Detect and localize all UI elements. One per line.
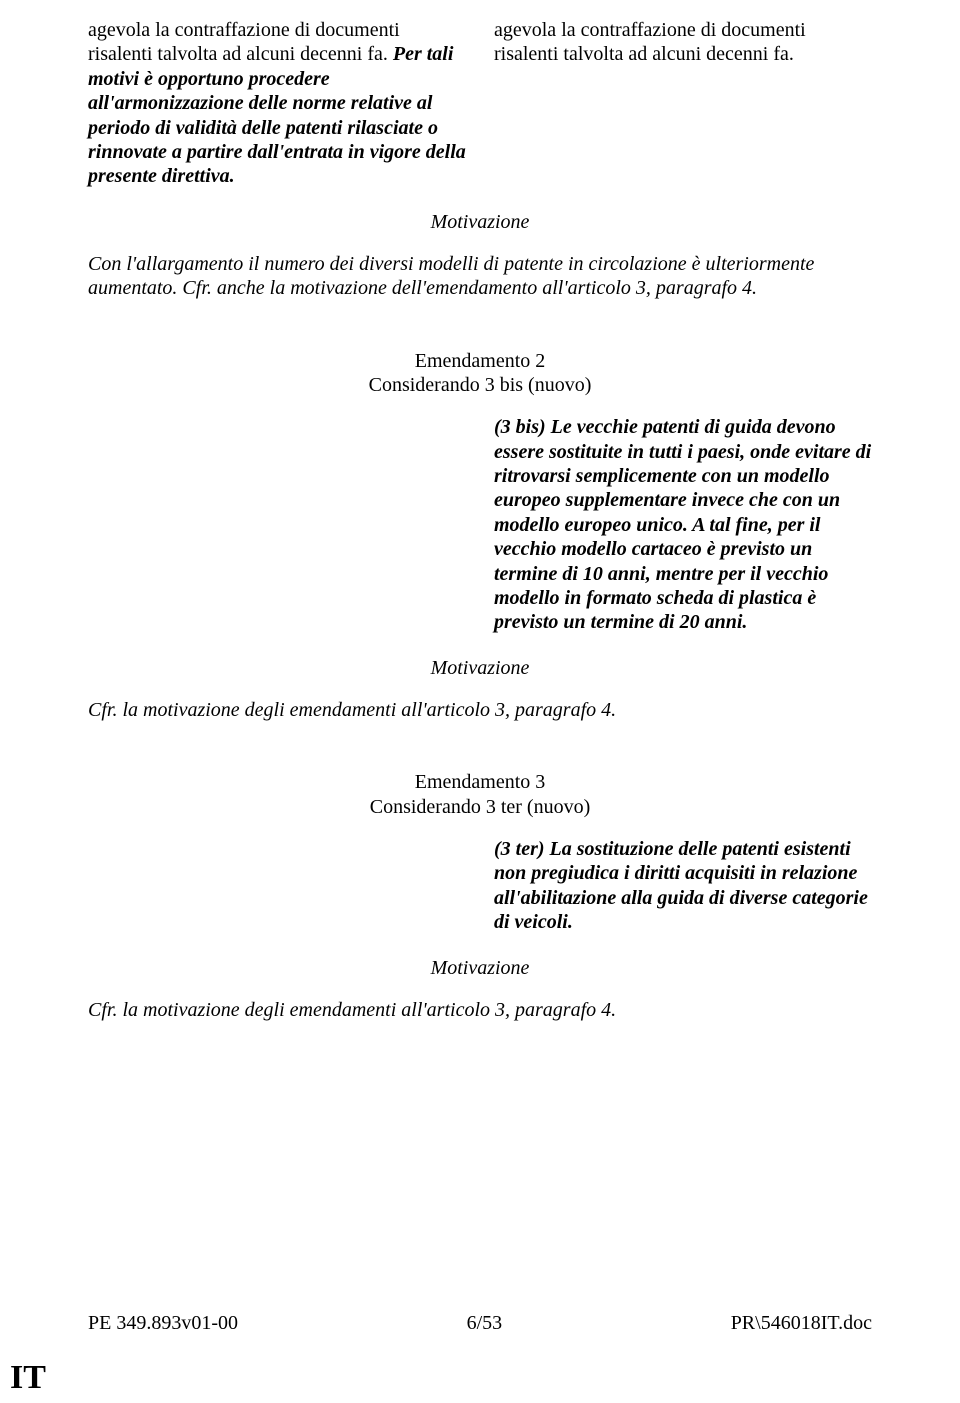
amendment3-columns: (3 ter) La sostituzione delle patenti es…	[88, 837, 872, 935]
footer-right: PR\546018IT.doc	[731, 1312, 872, 1335]
amendment2-title: Emendamento 2 Considerando 3 bis (nuovo)	[88, 349, 872, 398]
footer-center: 6/53	[467, 1312, 503, 1335]
amendment3-title-line1: Emendamento 3	[415, 771, 546, 793]
amendment2-left-empty	[88, 415, 466, 635]
motivazione1-heading: Motivazione	[88, 211, 872, 234]
amendment1-left-plain: agevola la contraffazione di documenti r…	[88, 19, 400, 65]
page-footer: PE 349.893v01-00 6/53 PR\546018IT.doc	[88, 1312, 872, 1335]
amendment2-columns: (3 bis) Le vecchie patenti di guida devo…	[88, 415, 872, 635]
amendment2-title-line2: Considerando 3 bis (nuovo)	[369, 374, 592, 396]
motivazione2-body: Cfr. la motivazione degli emendamenti al…	[88, 698, 872, 722]
amendment3-right-text: (3 ter) La sostituzione delle patenti es…	[494, 837, 872, 935]
motivazione3-body: Cfr. la motivazione degli emendamenti al…	[88, 998, 872, 1022]
language-code: IT	[0, 1359, 46, 1403]
amendment3-title-line2: Considerando 3 ter (nuovo)	[370, 796, 591, 818]
amendment1-right-column: agevola la contraffazione di documenti r…	[494, 18, 872, 189]
amendment1-left-column: agevola la contraffazione di documenti r…	[88, 18, 466, 189]
amendment2-title-line1: Emendamento 2	[415, 350, 546, 372]
motivazione1-body: Con l'allargamento il numero dei diversi…	[88, 252, 872, 301]
document-page: agevola la contraffazione di documenti r…	[0, 0, 960, 1403]
amendment3-left-empty	[88, 837, 466, 935]
amendment1-columns: agevola la contraffazione di documenti r…	[88, 18, 872, 189]
motivazione2-heading: Motivazione	[88, 657, 872, 680]
amendment2-right-text: (3 bis) Le vecchie patenti di guida devo…	[494, 415, 872, 635]
motivazione3-heading: Motivazione	[88, 957, 872, 980]
amendment3-title: Emendamento 3 Considerando 3 ter (nuovo)	[88, 770, 872, 819]
footer-left: PE 349.893v01-00	[88, 1312, 238, 1335]
